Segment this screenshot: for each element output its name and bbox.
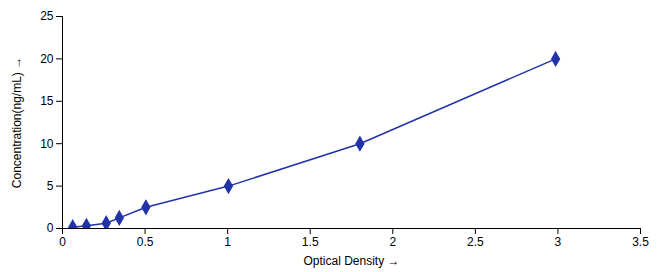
svg-text:25: 25 [40,9,54,23]
svg-text:0.5: 0.5 [137,235,154,249]
svg-text:5: 5 [47,179,54,193]
svg-text:0: 0 [47,221,54,235]
svg-text:2.5: 2.5 [467,235,484,249]
svg-text:10: 10 [40,137,54,151]
svg-text:Optical Density →: Optical Density → [303,254,399,268]
svg-text:3.5: 3.5 [632,235,649,249]
svg-text:1.5: 1.5 [302,235,319,249]
svg-text:15: 15 [40,94,54,108]
svg-text:0: 0 [59,235,66,249]
svg-text:2: 2 [389,235,396,249]
svg-text:1: 1 [224,235,231,249]
svg-text:3: 3 [555,235,562,249]
svg-text:20: 20 [40,52,54,66]
svg-text:Concentration(ng/mL) →: Concentration(ng/mL) → [10,57,24,188]
